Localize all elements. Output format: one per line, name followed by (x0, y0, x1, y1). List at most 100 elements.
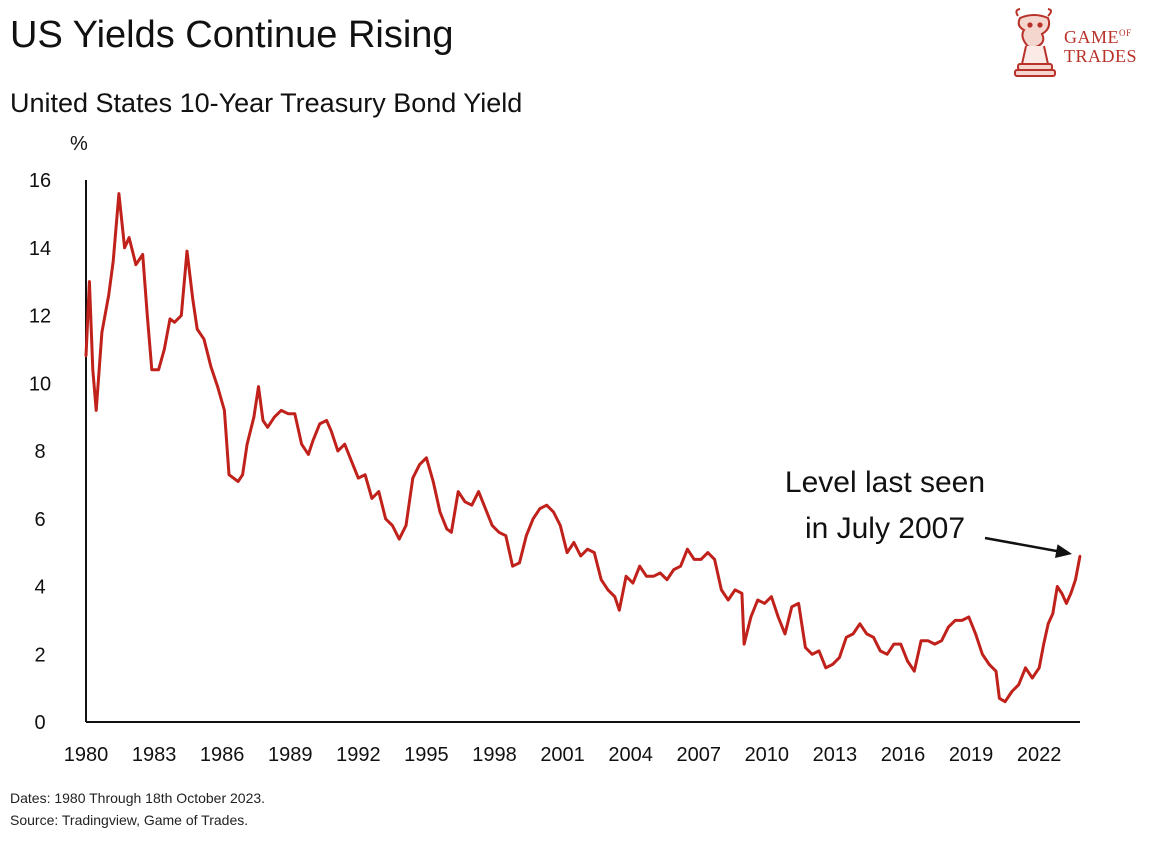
x-tick-label: 2010 (745, 744, 790, 766)
data-point (180, 314, 183, 317)
data-point (947, 625, 950, 629)
data-point (112, 260, 115, 263)
data-point (706, 551, 709, 554)
data-point (202, 338, 206, 341)
data-point (163, 348, 166, 351)
x-tick-label: 1980 (64, 744, 109, 766)
x-tick-label: 2004 (608, 744, 653, 766)
data-point (425, 456, 428, 459)
data-point (261, 419, 265, 422)
x-tick-label: 1989 (268, 744, 313, 766)
data-point (293, 412, 296, 415)
data-point (123, 246, 126, 249)
data-point (241, 473, 244, 476)
chart-axes (85, 180, 1080, 723)
data-point (981, 653, 984, 656)
data-point (518, 561, 521, 564)
data-point (824, 666, 827, 669)
data-point (384, 517, 387, 520)
data-point (600, 578, 603, 581)
data-point (742, 642, 746, 646)
data-point (1047, 622, 1050, 625)
data-point (1042, 642, 1045, 646)
data-point (926, 639, 930, 642)
data-point (84, 354, 88, 358)
annotation-line-1: Level last seen (785, 466, 985, 499)
data-point (418, 463, 421, 466)
x-tick-label: 1992 (336, 744, 381, 766)
data-point (363, 473, 367, 476)
data-point (1017, 683, 1020, 686)
data-point (777, 615, 780, 619)
data-point (350, 460, 353, 463)
data-point (391, 524, 394, 527)
data-point (336, 449, 340, 453)
data-point (511, 565, 514, 568)
data-point (404, 524, 408, 527)
data-point (879, 649, 882, 653)
annotation-line-2: in July 2007 (805, 512, 965, 545)
data-point (565, 551, 569, 554)
x-tick-label: 1983 (132, 744, 177, 766)
data-point (1051, 612, 1055, 615)
data-point (491, 524, 494, 527)
data-point (1024, 666, 1027, 669)
data-point (1031, 676, 1034, 680)
data-point (95, 409, 98, 412)
y-tick-label: 0 (34, 712, 45, 734)
data-point (377, 490, 380, 493)
data-point (933, 642, 936, 646)
data-point (100, 331, 104, 334)
arrow-head (1054, 544, 1072, 559)
data-point (733, 588, 737, 592)
y-tick-label: 4 (34, 577, 45, 599)
data-point (1060, 592, 1064, 595)
data-point (783, 632, 787, 636)
data-point (538, 507, 542, 510)
data-point (1003, 700, 1007, 703)
data-point (450, 531, 453, 534)
data-point (411, 476, 414, 480)
data-point (1010, 690, 1014, 693)
data-point (686, 548, 689, 551)
bull-knight-icon (1014, 8, 1056, 77)
data-point (940, 639, 943, 642)
data-point (994, 670, 998, 673)
data-point (790, 605, 793, 608)
game-of-trades-logo: GAMEOF TRADES (1008, 6, 1158, 78)
data-point (659, 571, 662, 575)
data-point (107, 294, 110, 297)
data-point (919, 639, 923, 642)
data-point (318, 422, 321, 426)
data-point (150, 368, 153, 371)
y-tick-label: 12 (29, 306, 51, 328)
footnote-source: Source: Tradingview, Game of Trades. (10, 812, 249, 828)
data-point (699, 558, 703, 561)
data-point (209, 365, 212, 368)
data-point (727, 598, 730, 602)
data-point (245, 443, 249, 446)
annotation-arrow (984, 536, 1072, 559)
data-point (913, 670, 916, 673)
data-point (967, 615, 970, 619)
data-point (645, 575, 648, 578)
data-point (797, 602, 800, 605)
data-point (252, 415, 256, 419)
data-point (906, 659, 909, 663)
data-point (280, 409, 283, 412)
data-point (998, 697, 1001, 700)
logo-wordmark: GAMEOF TRADES (1064, 27, 1138, 66)
data-point (370, 497, 374, 500)
data-point (638, 565, 641, 568)
x-tick-label: 2007 (676, 744, 721, 766)
x-tick-label: 1998 (472, 744, 517, 766)
data-point (311, 439, 315, 442)
data-point (756, 598, 759, 602)
data-point (954, 619, 957, 622)
data-point (618, 609, 621, 612)
data-point (851, 632, 855, 636)
data-point (713, 558, 716, 561)
data-point (811, 653, 814, 656)
data-point (457, 490, 460, 493)
data-point (157, 368, 160, 371)
